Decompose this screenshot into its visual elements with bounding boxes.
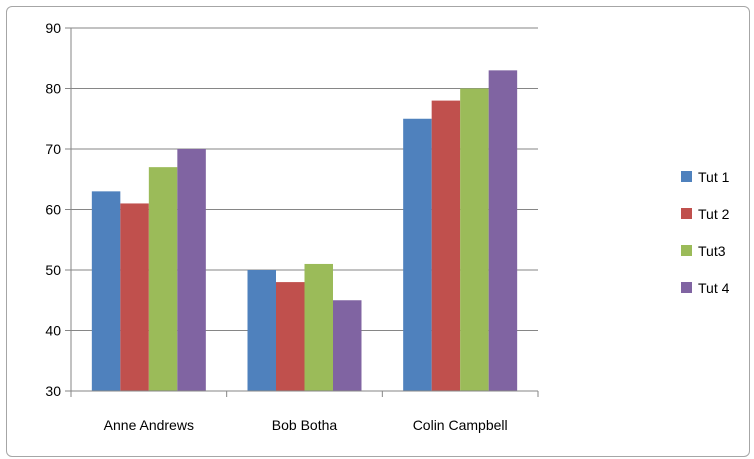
bar-bob-botha-tut3 [304, 263, 333, 391]
bar-bob-botha-tut-4 [333, 300, 362, 391]
bar-anne-andrews-tut-2 [120, 203, 149, 391]
legend-label: Tut 4 [698, 280, 730, 296]
axes [65, 27, 539, 397]
bar-bob-botha-tut-2 [276, 282, 305, 391]
legend-label: Tut 1 [698, 169, 730, 185]
bar-anne-andrews-tut-1 [91, 191, 121, 391]
y-tick-label: 80 [45, 81, 61, 97]
bar-anne-andrews-tut3 [148, 167, 178, 391]
legend-swatch-tut3 [681, 245, 692, 256]
bar-colin-campbell-tut-2 [431, 100, 461, 391]
legend-swatch-tut-2 [681, 208, 692, 219]
legend-label: Tut 2 [698, 206, 730, 222]
x-tick-label: Anne Andrews [104, 417, 194, 433]
x-tick-label: Colin Campbell [413, 417, 508, 433]
legend: Tut 1 Tut 2 Tut3 Tut 4 [681, 169, 730, 296]
x-tick-label: Bob Botha [272, 417, 338, 433]
legend-label: Tut3 [698, 243, 726, 259]
y-tick-label: 60 [45, 202, 61, 218]
legend-swatch-tut-1 [681, 171, 692, 182]
y-tick-label: 50 [45, 262, 61, 278]
x-tick-labels: Anne Andrews Bob Botha Colin Campbell [104, 417, 508, 433]
bar-colin-campbell-tut-4 [488, 70, 518, 391]
bar-bob-botha-tut-1 [247, 270, 276, 391]
legend-swatch-tut-4 [681, 282, 692, 293]
y-tick-label: 40 [45, 323, 61, 339]
y-tick-labels: 30 40 50 60 70 80 90 [45, 20, 61, 399]
y-tick-label: 90 [45, 20, 61, 36]
bar-colin-campbell-tut-1 [403, 118, 432, 391]
y-tick-label: 30 [45, 383, 61, 399]
bar-anne-andrews-tut-4 [177, 149, 206, 391]
y-tick-label: 70 [45, 141, 61, 157]
bars [91, 70, 518, 391]
bar-colin-campbell-tut3 [460, 88, 489, 391]
